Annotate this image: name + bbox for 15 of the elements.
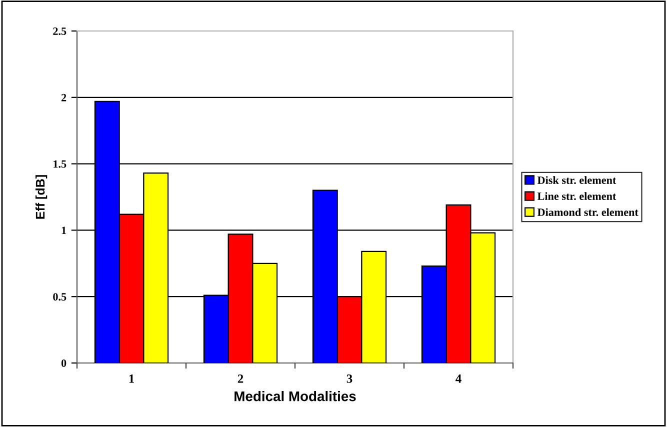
y-tick-label: 0 bbox=[61, 359, 66, 367]
y-tick-label: 2 bbox=[61, 94, 66, 102]
y-axis-title: Eff [dB] bbox=[35, 175, 48, 219]
x-tick-label: 2 bbox=[238, 374, 244, 383]
legend-label: Diamond str. element bbox=[537, 208, 638, 216]
legend-label: Line str. element bbox=[537, 192, 616, 200]
x-tick-label: 3 bbox=[346, 374, 352, 383]
y-tick-label: 1.5 bbox=[54, 160, 66, 168]
y-tick-label: 1 bbox=[62, 226, 66, 234]
y-tick-label: 2.5 bbox=[53, 27, 66, 36]
x-tick-label: 4 bbox=[456, 374, 462, 383]
legend-label: Disk str. element bbox=[537, 176, 616, 184]
x-axis-title: Medical Modalities bbox=[234, 391, 356, 402]
x-tick-label: 1 bbox=[129, 374, 134, 383]
y-tick-label: 0.5 bbox=[53, 293, 66, 301]
